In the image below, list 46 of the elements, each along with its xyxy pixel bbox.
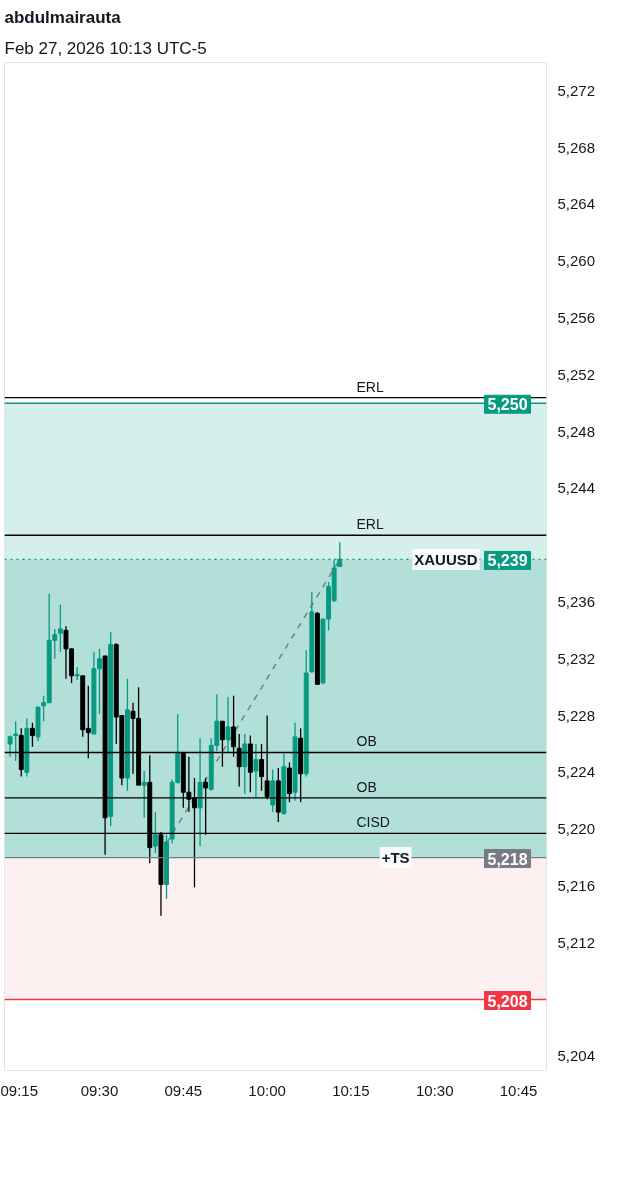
y-tick-label: 5,228 [557,706,596,724]
y-tick-label: 5,272 [557,81,596,99]
annotation: +TS [381,849,410,867]
y-tick-label: 5,244 [557,479,596,497]
ref-line-label: ERL [356,378,384,395]
candlestick [242,733,248,795]
y-tick-label: 5,232 [557,649,596,667]
y-tick-label: 5,248 [557,422,596,440]
x-tick-label: 10:30 [415,1081,454,1099]
ref-line-label: 5,208 [487,992,528,1010]
ref-line-label: 5,250 [487,396,528,414]
y-tick-label: 5,224 [557,763,596,781]
y-tick-label: 5,212 [557,933,596,951]
chart-title: abdulmairauta [4,7,122,27]
y-tick-label: 5,236 [557,592,596,610]
ref-line-label: OB [356,778,377,795]
candlestick [13,720,19,762]
y-tick-label: 5,220 [557,820,596,838]
y-tick-label: 5,256 [557,309,596,327]
x-tick-label: 09:30 [80,1081,119,1099]
ref-line-label: 5,218 [487,850,528,868]
candlestick [29,722,35,748]
candlestick [253,743,259,799]
x-tick-label: 09:45 [164,1081,203,1099]
y-tick-label: 5,252 [557,365,596,383]
candlestick [74,666,80,681]
candlestick [225,696,231,754]
y-tick-label: 5,268 [557,138,596,156]
annotation: XAUUSD [414,550,478,568]
candlestick [152,811,158,854]
candlestick [7,734,13,758]
y-tick-label: 5,204 [557,1047,596,1065]
ref-line-label: OB [356,733,377,750]
y-tick-label: 5,216 [557,876,596,894]
ref-line-label: ERL [356,516,384,533]
candlestick [141,770,147,819]
y-tick-label: 5,260 [557,252,596,270]
y-tick-label: 5,264 [557,195,596,213]
chart-subtitle: Feb 27, 2026 10:13 UTC-5 [4,38,207,58]
x-tick-label: 10:45 [499,1081,538,1099]
ref-line-label: 5,239 [487,552,528,570]
candlestick [57,604,63,653]
ref-line-label: CISD [356,814,390,831]
x-tick-label: 10:15 [332,1081,370,1099]
x-tick-label: 09:15 [0,1081,39,1099]
x-tick-label: 10:00 [248,1081,286,1099]
